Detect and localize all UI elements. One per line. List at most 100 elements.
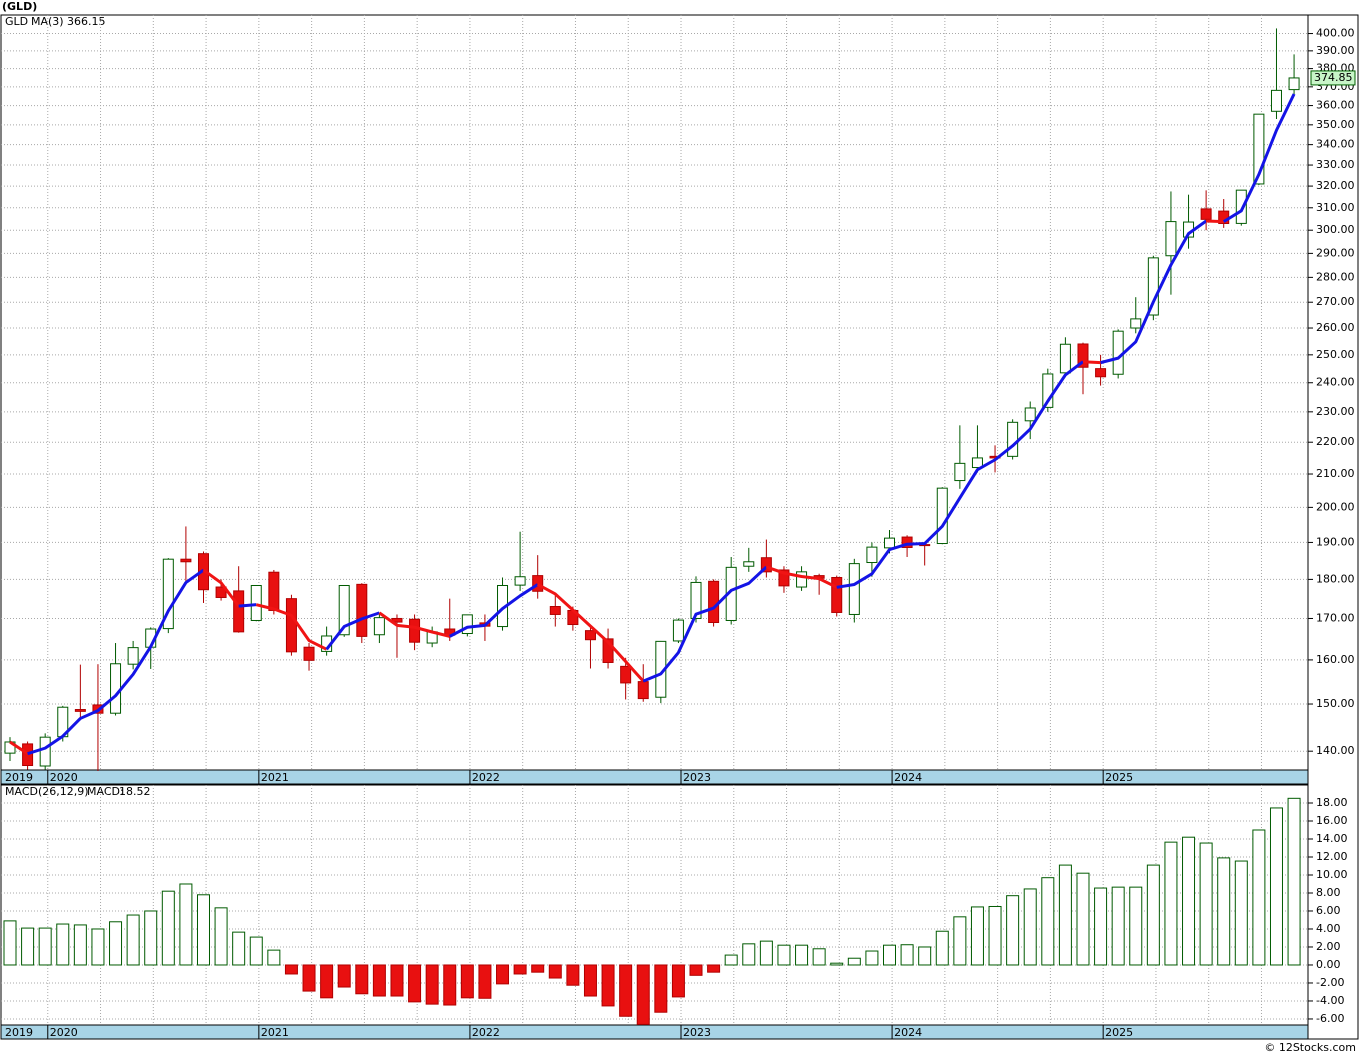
x-tick-label: 2024: [894, 1026, 922, 1039]
ma-line: [238, 603, 257, 608]
price-panel: [0, 14, 1309, 771]
y-tick-label: 290.00: [1316, 246, 1355, 259]
macd-bar: [1058, 864, 1072, 966]
y-tick-label: 200.00: [1316, 500, 1355, 513]
x-tick-label: 2021: [261, 1026, 289, 1039]
macd-bar: [109, 921, 123, 966]
candle-body: [373, 617, 385, 636]
macd-bar: [1182, 836, 1196, 966]
candle-body: [409, 618, 421, 643]
macd-bar: [460, 964, 474, 999]
macd-prefix: MACD:: [87, 785, 124, 798]
y-tick-label: 260.00: [1316, 321, 1355, 334]
x-tick-label: 2025: [1105, 771, 1133, 784]
candle-body: [1042, 373, 1054, 408]
macd-bar: [883, 944, 896, 966]
ma-line: [836, 360, 1084, 589]
macd-value: 18.52: [119, 785, 151, 798]
ma-line: [9, 740, 29, 755]
candle-body: [127, 647, 139, 665]
candle-body: [1253, 113, 1265, 185]
macd-bar: [408, 964, 422, 1003]
candle-body: [180, 558, 192, 563]
ma-line: [325, 611, 380, 651]
candle-body: [1200, 208, 1212, 220]
y-tick-label: 250.00: [1316, 348, 1355, 361]
ma-line: [255, 603, 328, 651]
macd-bar: [161, 890, 175, 966]
candle-body: [1007, 421, 1019, 457]
y-tick-label: 6.00: [1316, 904, 1341, 917]
y-tick-label: 140.00: [1316, 744, 1355, 757]
y-tick-label: -2.00: [1316, 976, 1344, 989]
macd-bar: [636, 964, 650, 1025]
macd-bar: [777, 944, 791, 966]
macd-bar: [267, 949, 281, 966]
candle-body: [1130, 318, 1142, 329]
candle-body: [1077, 343, 1089, 368]
y-tick-label: 350.00: [1316, 118, 1355, 131]
candle-body: [356, 583, 368, 637]
macd-bar: [38, 927, 52, 966]
x-tick-label: 2019: [5, 771, 33, 784]
x-tick-label: 2023: [683, 1026, 711, 1039]
candle-body: [1270, 89, 1282, 112]
x-tick-label: 2022: [472, 1026, 500, 1039]
macd-bar: [548, 964, 562, 979]
y-tick-label: 150.00: [1316, 697, 1355, 710]
macd-bar: [196, 894, 210, 966]
candle-body: [936, 487, 948, 545]
y-tick-label: 230.00: [1316, 405, 1355, 418]
y-tick-label: 16.00: [1316, 814, 1348, 827]
candle-body: [461, 614, 473, 635]
y-tick-label: 240.00: [1316, 376, 1355, 389]
ma-line: [1206, 219, 1224, 224]
ma-line: [1082, 360, 1101, 365]
macd-bar: [900, 944, 914, 966]
chart-title: (GLD): [2, 0, 37, 13]
macd-bar: [566, 964, 580, 986]
candle-body: [1165, 221, 1177, 257]
y-tick-label: 310.00: [1316, 201, 1355, 214]
ma-line: [536, 583, 645, 683]
macd-bar: [320, 964, 334, 999]
candle-body: [22, 743, 34, 766]
ma-line: [27, 568, 205, 756]
macd-bar: [724, 954, 738, 966]
candle-body: [848, 563, 860, 615]
y-tick-label: 170.00: [1316, 611, 1355, 624]
footer: © 12Stocks.com: [1264, 1041, 1356, 1054]
macd-bar: [302, 964, 316, 992]
candle-body: [743, 561, 755, 567]
candle-body: [285, 598, 297, 653]
candle-body: [250, 584, 262, 621]
macd-bar: [970, 906, 984, 966]
y-tick-label: 270.00: [1316, 295, 1355, 308]
y-tick-label: 2.00: [1316, 940, 1341, 953]
macd-bar: [689, 964, 703, 976]
candle-body: [831, 576, 843, 613]
candle-body: [778, 569, 790, 587]
macd-bar: [830, 962, 844, 966]
y-tick-label: 390.00: [1316, 44, 1355, 57]
macd-bar: [865, 950, 879, 966]
macd-bar: [1146, 864, 1160, 966]
candle-body: [514, 576, 526, 586]
y-tick-label: 18.00: [1316, 796, 1348, 809]
ma-line: [642, 565, 768, 683]
y-tick-label: 10.00: [1316, 868, 1348, 881]
macd-bar: [214, 907, 228, 966]
symbol: GLD: [5, 15, 28, 28]
macd-bar: [1269, 807, 1283, 966]
macd-bar: [355, 964, 369, 995]
y-tick-label: -6.00: [1316, 1012, 1344, 1025]
macd-bar: [21, 927, 35, 966]
macd-bar: [1164, 841, 1178, 966]
candle-body: [954, 462, 966, 482]
macd-bar: [284, 964, 298, 975]
y-tick-label: 0.00: [1316, 958, 1341, 971]
macd-bar: [513, 964, 527, 975]
y-tick-label: 280.00: [1316, 270, 1355, 283]
